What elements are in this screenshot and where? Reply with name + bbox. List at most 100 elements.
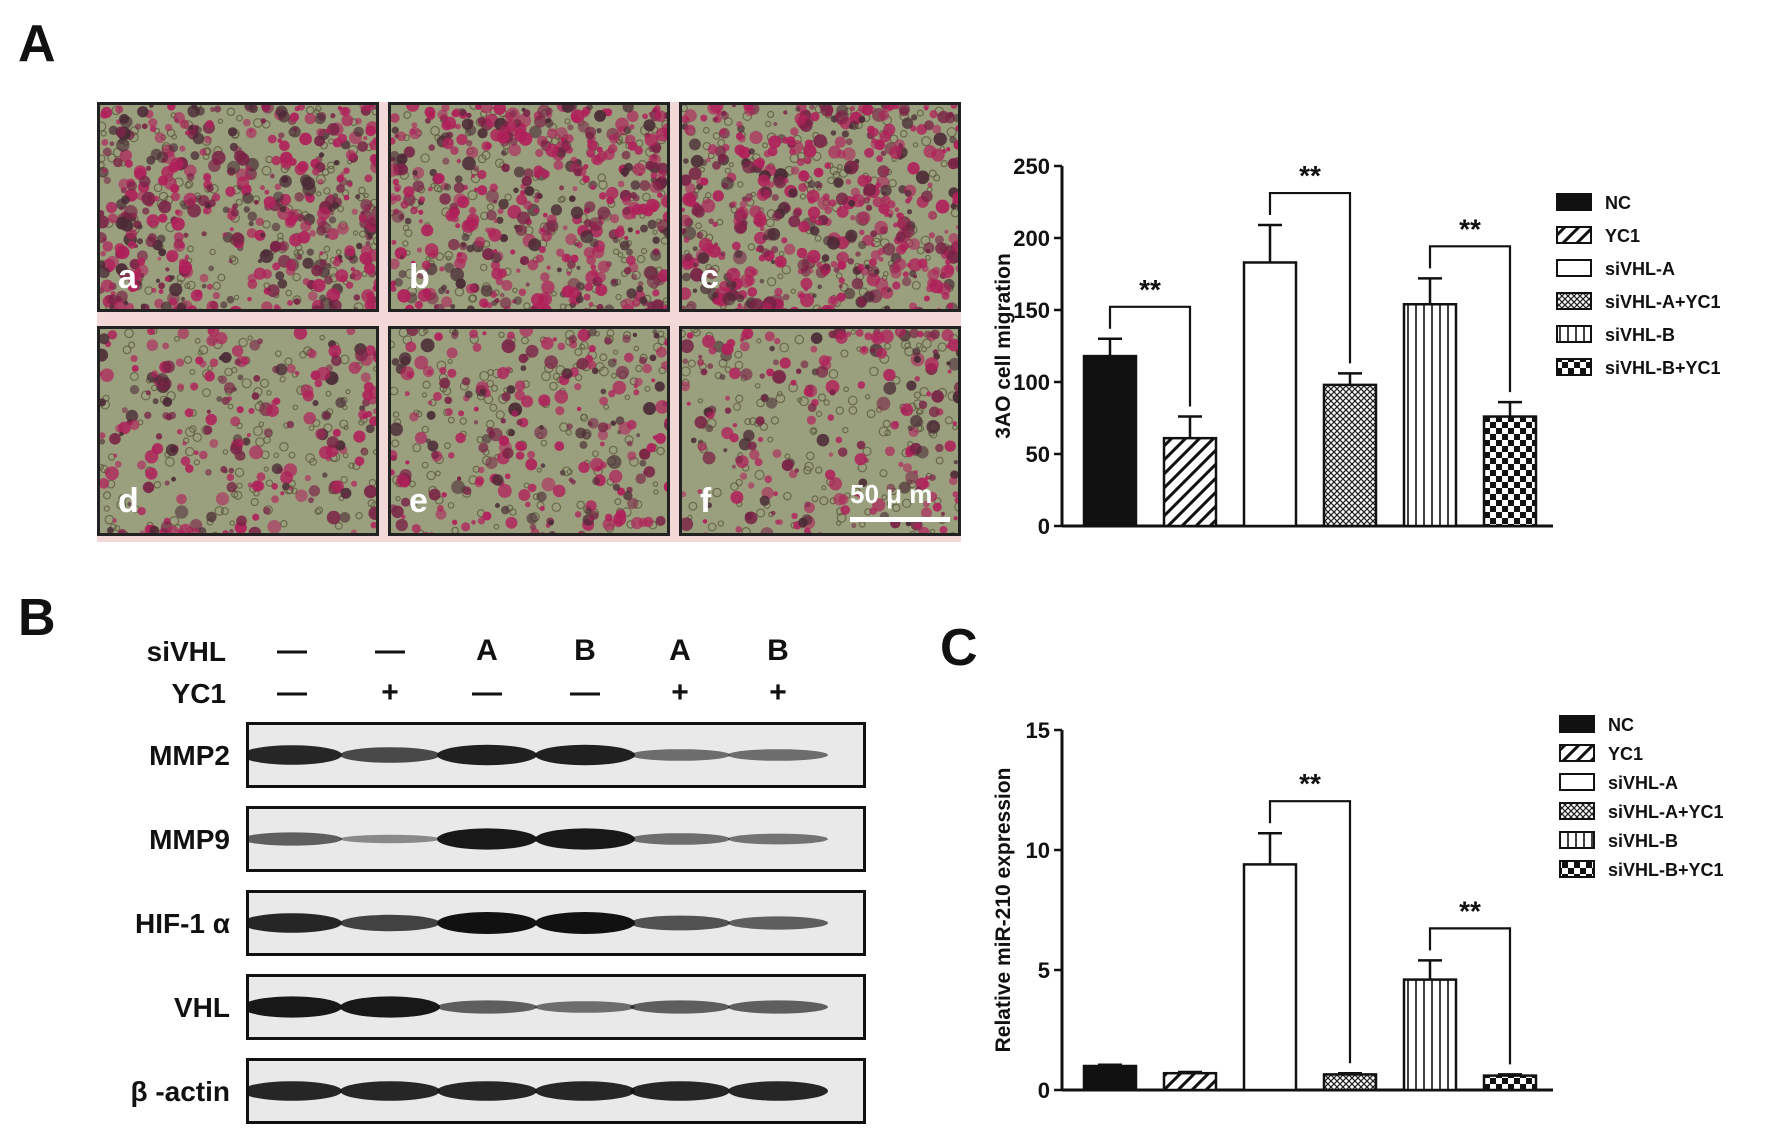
y-tick-label: 250: [1013, 154, 1050, 179]
bar-sivhl-b-yc1: [1482, 1074, 1538, 1092]
blot-band: [340, 1081, 440, 1101]
micrograph-texture: [682, 105, 958, 309]
legend-label: YC1: [1605, 226, 1640, 246]
micrograph-label: b: [409, 258, 430, 296]
wb-lane-marker: A: [476, 634, 498, 667]
y-tick-label: 0: [1038, 1078, 1050, 1103]
legend-swatch: [1556, 259, 1592, 277]
legend-label: YC1: [1608, 744, 1643, 764]
significance-bracket: [1428, 245, 1512, 393]
panel-letter-a: A: [18, 15, 56, 73]
micrograph-texture: [100, 329, 376, 533]
blot-band: [437, 1000, 537, 1014]
wb-row-label: β -actin: [130, 1076, 230, 1107]
blot-band: [249, 832, 342, 846]
wb-lane-marker: —: [277, 676, 307, 709]
blot-band: [340, 996, 440, 1018]
legend-swatch: [1556, 325, 1592, 343]
y-tick-label: 5: [1038, 958, 1050, 983]
wb-lane-marker: —: [375, 634, 405, 667]
blot-band: [535, 744, 635, 766]
bar-yc1: [1162, 436, 1218, 528]
significance-label: **: [1139, 274, 1161, 305]
legend-swatch: [1559, 715, 1595, 733]
blot-band: [535, 912, 635, 934]
wb-row-label: HIF-1 α: [135, 908, 230, 939]
micrograph-c: c: [679, 102, 961, 312]
bar-sivhl-b: [1402, 978, 1458, 1092]
micrograph-texture: [682, 329, 958, 533]
blot-band: [249, 996, 342, 1018]
legend-label: siVHL-A: [1605, 259, 1675, 279]
bar-nc: [1082, 354, 1138, 528]
blot-band: [728, 1081, 828, 1101]
blot-bands: [249, 828, 828, 850]
legend-label: NC: [1608, 715, 1634, 735]
blot-bands: [249, 1081, 828, 1101]
micrograph-a: a: [97, 102, 379, 312]
blot-strip: [246, 1058, 866, 1124]
legend-swatch: [1556, 358, 1592, 376]
bar-sivhl-b: [1402, 302, 1458, 528]
wb-lane-marker: A: [669, 634, 691, 667]
micrograph-texture: [391, 329, 667, 533]
wb-lane-marker: —: [277, 634, 307, 667]
blot-band: [728, 749, 828, 761]
bar-sivhl-a-yc1: [1322, 383, 1378, 528]
legend-swatch: [1559, 831, 1595, 849]
blot-band: [728, 916, 828, 930]
scale-bar-label: 50 μ m: [850, 479, 933, 509]
bar-sivhl-a: [1242, 863, 1298, 1092]
wb-header-label: siVHL: [146, 636, 226, 667]
blot-band: [340, 747, 440, 763]
bar-sivhl-b-yc1: [1482, 415, 1538, 528]
y-tick-label: 15: [1026, 718, 1050, 743]
micrograph-f: f 50 μ m: [679, 326, 961, 536]
blot-band: [630, 833, 730, 845]
wb-row-label: MMP2: [149, 740, 230, 771]
wb-row-label: VHL: [174, 992, 230, 1023]
significance-bracket: [1428, 927, 1512, 1065]
legend-label: siVHL-A+YC1: [1608, 802, 1724, 822]
blot-band: [630, 1081, 730, 1101]
wb-header-label: YC1: [171, 678, 226, 709]
legend-swatch: [1556, 226, 1592, 244]
micrograph-label: c: [700, 258, 719, 296]
micrograph-e: e: [388, 326, 670, 536]
micrograph-d: d: [97, 326, 379, 536]
legend-label: siVHL-A: [1608, 773, 1678, 793]
bar-sivhl-a: [1242, 261, 1298, 528]
micrograph-b: b: [388, 102, 670, 312]
legend-swatch: [1559, 773, 1595, 791]
micrograph-texture: [100, 105, 376, 309]
blot-band: [728, 1000, 828, 1014]
legend-swatch: [1559, 860, 1595, 878]
y-tick-label: 10: [1026, 838, 1050, 863]
y-tick-label: 150: [1013, 298, 1050, 323]
y-tick-label: 200: [1013, 226, 1050, 251]
blot-band: [249, 1081, 342, 1101]
significance-label: **: [1459, 213, 1481, 244]
significance-label: **: [1299, 160, 1321, 191]
blot-band: [630, 1000, 730, 1014]
micrograph-label: a: [118, 258, 137, 296]
blot-band: [437, 828, 537, 850]
legend-swatch: [1559, 802, 1595, 820]
micrograph-label: d: [118, 482, 139, 520]
y-axis-label: Relative miR-210 expression: [992, 768, 1015, 1053]
panel-letter-c: C: [940, 619, 978, 677]
y-axis-label: 3AO cell migration: [992, 253, 1015, 439]
migration-bar-chart: 0 50 100 150 200 250 3AO cell migration ** ** ** N…: [992, 154, 1721, 539]
blot-band: [249, 913, 342, 933]
blot-band: [437, 1081, 537, 1101]
micrograph-label: e: [409, 482, 428, 520]
significance-label: **: [1299, 768, 1321, 799]
legend-swatch: [1556, 292, 1592, 310]
wb-lane-marker: +: [381, 676, 399, 709]
significance-bracket: [1268, 800, 1352, 1064]
bar-yc1: [1162, 1071, 1218, 1092]
legend-label: siVHL-B: [1608, 831, 1678, 851]
blot-band: [630, 749, 730, 761]
blot-band: [249, 745, 342, 765]
blot-band: [535, 1081, 635, 1101]
